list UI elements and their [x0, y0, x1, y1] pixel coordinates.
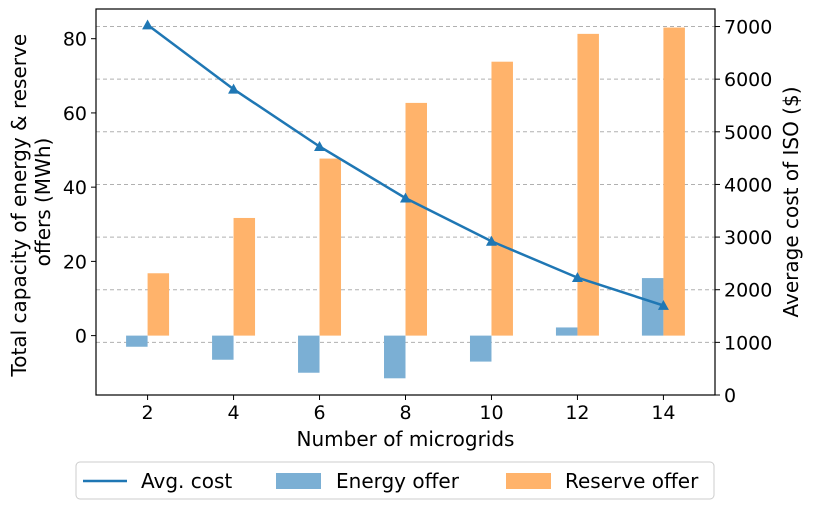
right-y-tick-label: 7000 [724, 17, 772, 39]
energy-offer-bar [641, 278, 664, 336]
ticks-layer: 2 4 6 8 10 12 14 0 20 40 60 80 0 1000 2000 3000 4000 5000… [63, 17, 773, 424]
left-y-axis-label-line-1: Total capacity of energy & reserve [7, 34, 31, 378]
avg-cost-point [485, 235, 497, 246]
legend-energy-offer-label: Energy offer [336, 469, 460, 493]
energy-offer-bar [212, 335, 234, 360]
legend-reserve-offer-symbol [506, 473, 551, 489]
x-tick-label: 12 [565, 402, 589, 424]
reserve-offer-bar [233, 217, 256, 336]
bars-layer [126, 27, 685, 379]
reserve-offer-bar [319, 158, 342, 336]
left-y-tick-label: 40 [63, 177, 87, 199]
avg-cost-point [400, 192, 411, 203]
reserve-offer-bar [491, 61, 513, 336]
left-y-tick-label: 80 [63, 29, 87, 51]
right-y-tick-label: 3000 [724, 227, 772, 249]
line-layer [142, 19, 669, 310]
x-tick-label: 4 [228, 402, 240, 424]
energy-offer-bar [555, 327, 578, 336]
left-y-tick-label: 60 [63, 103, 87, 125]
right-y-tick-label: 6000 [724, 69, 772, 91]
reserve-offer-bar [577, 33, 599, 336]
legend-box [75, 461, 715, 500]
avg-cost-point [571, 272, 583, 283]
x-tick-label: 6 [313, 402, 325, 424]
x-axis-label: Number of microgrids [297, 427, 515, 451]
reserve-offer-bar [405, 102, 427, 336]
x-tick-label: 14 [651, 402, 675, 424]
reserve-offer-bar [147, 273, 170, 336]
energy-offer-bar [469, 335, 492, 362]
legend-energy-offer-symbol [276, 473, 321, 489]
left-y-axis-label-line-2: offers (MWh) [31, 138, 55, 267]
energy-offer-bar [298, 335, 320, 373]
avg-cost-point [142, 19, 154, 30]
avg-cost-point [314, 141, 326, 151]
left-y-tick-label: 20 [63, 251, 87, 273]
energy-offer-bar [126, 335, 148, 347]
left-y-axis-label: Total capacity of energy & reserve offer… [7, 27, 55, 377]
legend: Avg. cost Energy offer Reserve offer [75, 461, 715, 500]
right-y-tick-label: 0 [724, 385, 736, 407]
x-tick-label: 8 [399, 402, 411, 424]
legend-reserve-offer-label: Reserve offer [565, 469, 699, 493]
right-y-tick-label: 5000 [724, 122, 772, 144]
avg-cost-point [228, 83, 240, 94]
x-tick-label: 10 [479, 402, 503, 424]
right-y-axis-label: Average cost of ISO ($) [779, 87, 803, 318]
left-y-tick-label: 0 [75, 326, 87, 348]
energy-offer-bar [384, 335, 406, 379]
x-tick-label: 2 [142, 402, 154, 424]
right-y-tick-label: 2000 [724, 280, 772, 302]
right-y-tick-label: 1000 [724, 332, 772, 354]
legend-avg-cost-label: Avg. cost [141, 469, 232, 493]
reserve-offer-bar [663, 27, 685, 336]
right-y-tick-label: 4000 [724, 174, 772, 196]
avg-cost-point [657, 300, 669, 310]
